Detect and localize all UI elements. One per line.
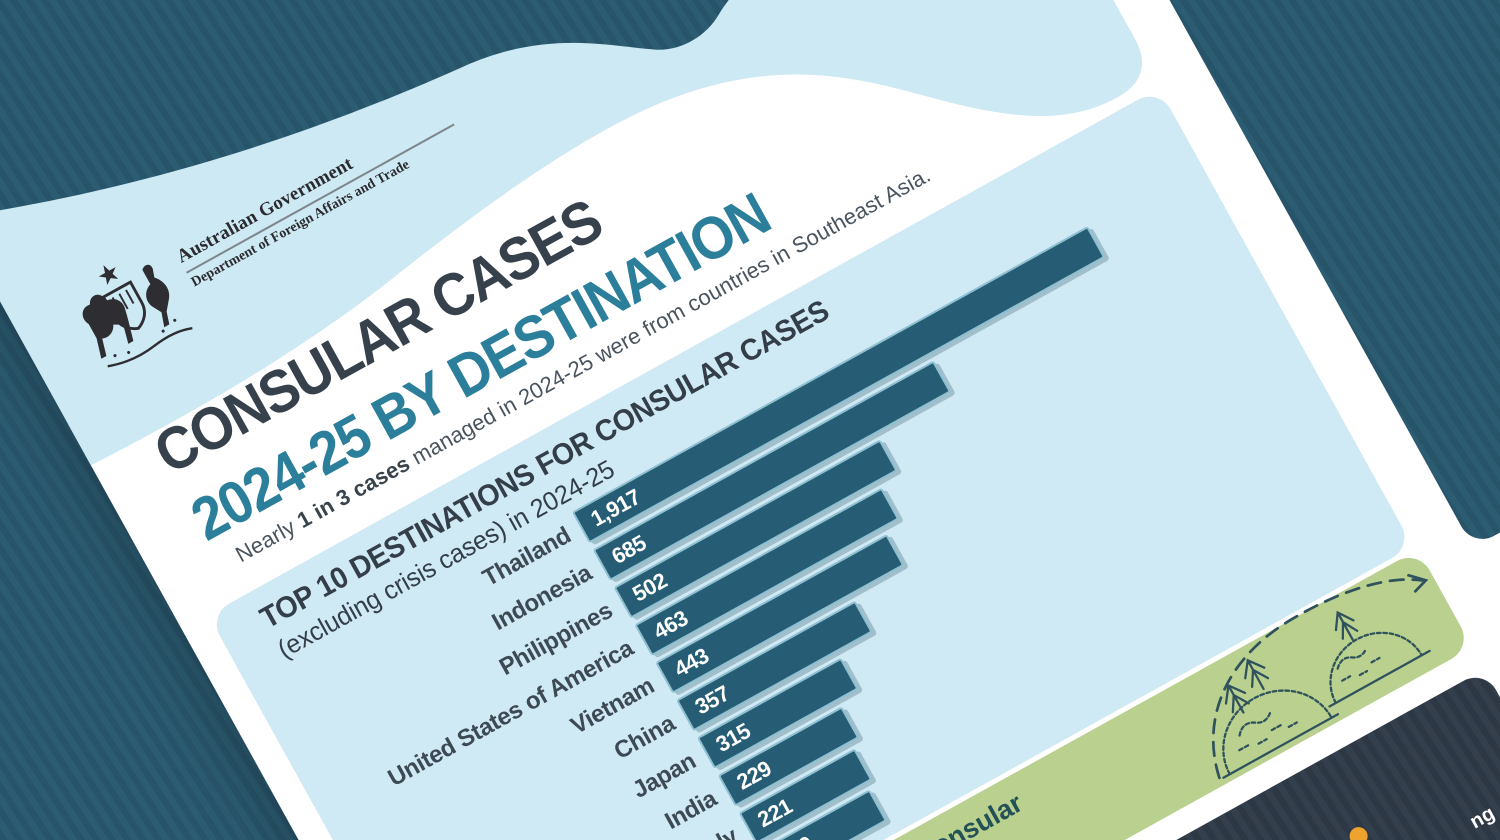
green-info-tile: provide consular xyxy=(464,549,1473,840)
dark-tile-text-fragment: ng xyxy=(1466,802,1499,834)
australian-coat-of-arms-icon xyxy=(82,264,193,368)
hills-trees-travel-arc-icon xyxy=(1211,573,1431,780)
orange-dot-icon xyxy=(1346,823,1371,840)
lightblue-wave-band xyxy=(0,0,1142,466)
coat-of-arms-lockup: Australian Government Department of Fore… xyxy=(54,72,499,395)
